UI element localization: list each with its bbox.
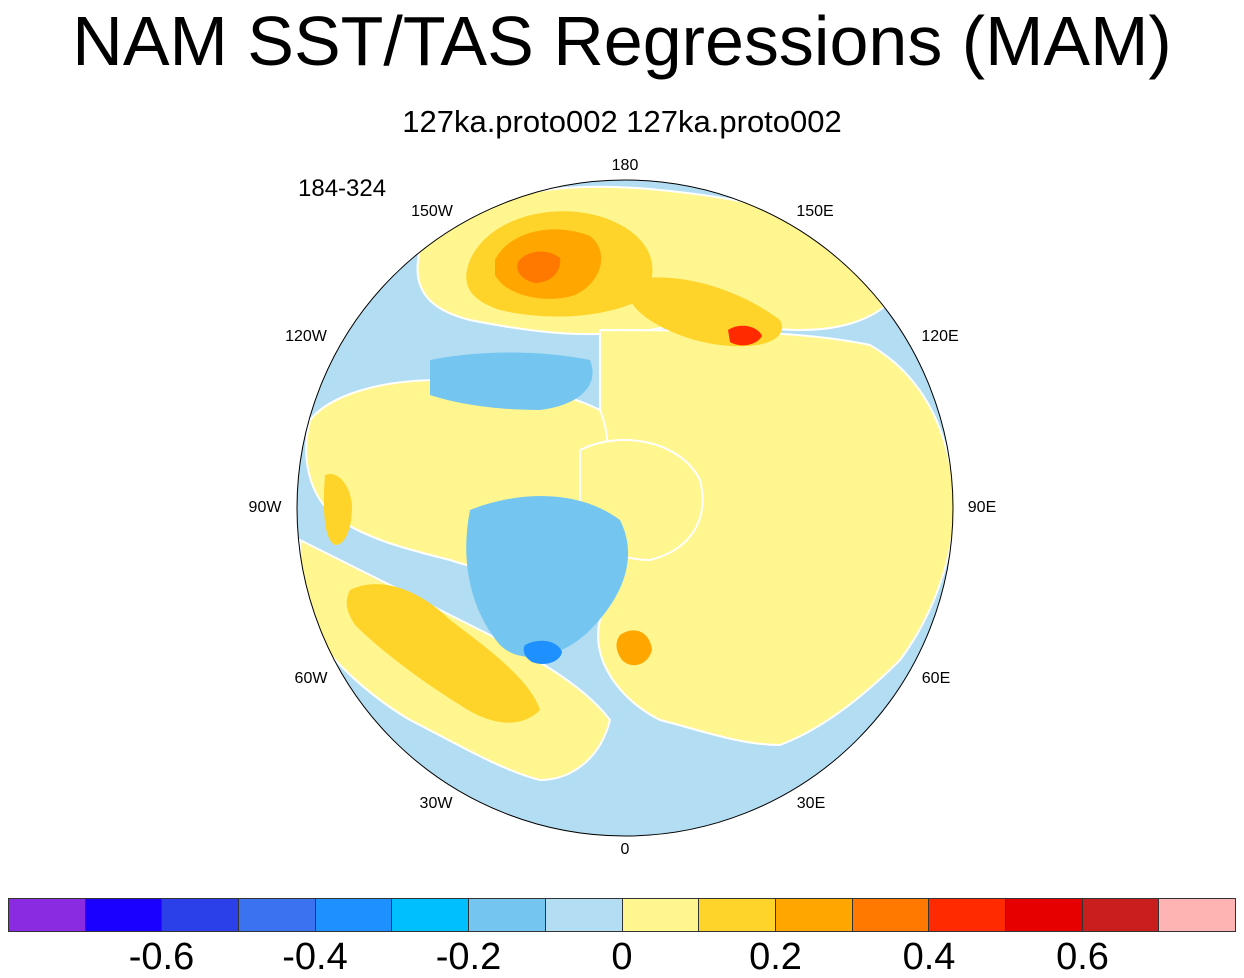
lon-label-120e: 120E: [921, 328, 959, 345]
colorbar-tick-label: -0.4: [282, 936, 348, 978]
lon-label-30e: 30E: [796, 795, 826, 812]
plot-subtitle: 127ka.proto002 127ka.proto002: [402, 104, 842, 139]
lon-label-180: 180: [611, 157, 639, 174]
colorbar-swatch: [9, 899, 86, 931]
pacific-warm-peak: [517, 251, 561, 283]
nw-american-warm: [323, 474, 352, 545]
lon-label-90w: 90W: [248, 499, 282, 516]
colorbar-swatch: [852, 899, 930, 931]
lon-label-120w: 120W: [285, 328, 327, 345]
colorbar-tick-label: 0: [611, 936, 633, 978]
colorbar-tick-label: -0.2: [435, 936, 502, 978]
colorbar-swatch: [622, 899, 700, 931]
colorbar-swatch: [85, 899, 163, 931]
plot-title: NAM SST/TAS Regressions (MAM): [72, 2, 1172, 80]
colorbar-swatch: [699, 899, 776, 931]
atlantic-warm-band: [346, 584, 540, 723]
map-field: [297, 180, 953, 836]
colorbar-swatch: [1005, 899, 1083, 931]
baltic-warm: [616, 630, 652, 666]
colorbar-tick-label: -0.6: [128, 936, 195, 978]
colorbar-swatch: [1159, 899, 1235, 931]
atlantic-cool-core: [523, 640, 562, 664]
colorbar-tick-label: 0.4: [902, 936, 956, 978]
colorbar-tick-label: 0.2: [749, 936, 802, 978]
lon-label-0: 0: [620, 841, 630, 858]
lon-label-30w: 30W: [419, 795, 453, 812]
map-boundary: [296, 179, 954, 837]
lon-label-150e: 150E: [796, 203, 834, 220]
colorbar-swatch: [392, 899, 470, 931]
lon-label-60e: 60E: [921, 670, 951, 687]
colorbar-swatch: [775, 899, 853, 931]
colorbar-swatch: [1082, 899, 1160, 931]
colorbar-swatch: [545, 899, 623, 931]
colorbar-swatch: [239, 899, 316, 931]
lon-label-60w: 60W: [294, 670, 328, 687]
asia-landmass: [597, 328, 953, 747]
west-pacific-cool: [430, 352, 593, 410]
colorbar-swatch: [315, 899, 393, 931]
colorbar: [8, 898, 1236, 932]
okhotsk-warm-peak: [728, 325, 762, 346]
labrador-cool: [466, 496, 629, 657]
colorbar-tick-label: 0.6: [1056, 936, 1109, 978]
colorbar-swatch: [162, 899, 240, 931]
colorbar-swatch: [469, 899, 546, 931]
colorbar-swatch: [929, 899, 1006, 931]
lon-label-90e: 90E: [967, 499, 997, 516]
lon-label-150w: 150W: [411, 203, 453, 220]
year-range-label: 184-324: [298, 175, 387, 202]
